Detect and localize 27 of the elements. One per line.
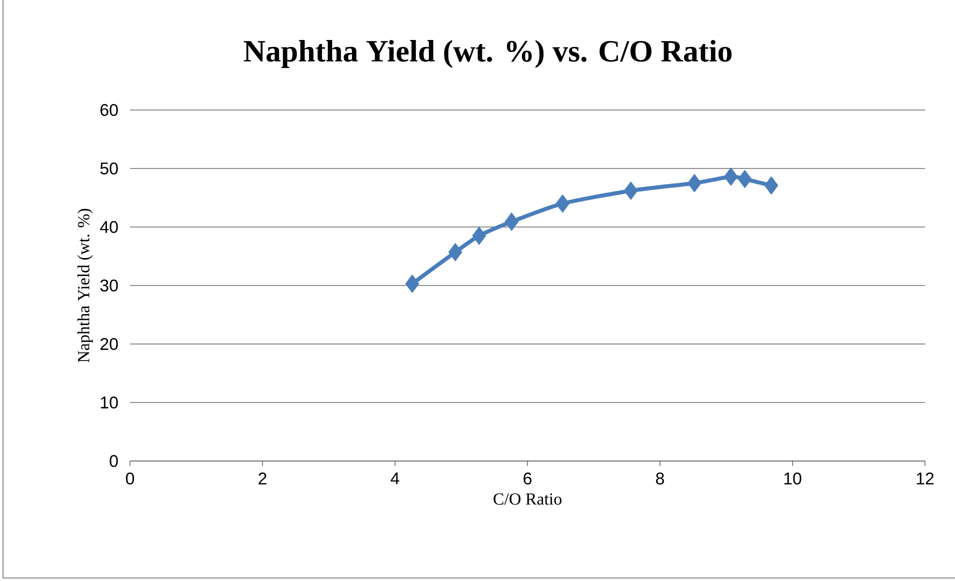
point [556, 194, 570, 213]
y-tick-label: 40 [100, 220, 118, 233]
point [624, 181, 638, 200]
point [764, 176, 778, 195]
point [448, 242, 462, 262]
point [405, 274, 420, 293]
y-axis-title: Naphtha Yield (wt. %) [77, 208, 93, 362]
x-tick-label: 2 [258, 472, 266, 484]
x-axis-title: C/O Ratio [494, 493, 562, 505]
point [687, 174, 702, 192]
y-tick-label: 30 [100, 279, 118, 292]
y-tick-label: 0 [110, 454, 118, 467]
y-tick-label: 10 [100, 396, 118, 408]
y-tick-label: 20 [100, 338, 118, 350]
point [472, 226, 486, 246]
point [738, 170, 752, 188]
chart-title: Naphtha Yield (wt. %) vs. C/O Ratio [244, 40, 732, 68]
point [504, 212, 519, 231]
point [724, 167, 738, 186]
y-tick-label: 50 [100, 162, 118, 174]
x-tick-label: 4 [390, 472, 400, 484]
x-tick-label: 0 [126, 472, 134, 484]
x-tick-label: 8 [656, 472, 664, 484]
y-tick-label: 60 [100, 104, 118, 116]
x-tick-label: 6 [524, 472, 532, 484]
x-tick-label: 12 [916, 472, 934, 484]
x-tick-label: 10 [784, 472, 802, 484]
